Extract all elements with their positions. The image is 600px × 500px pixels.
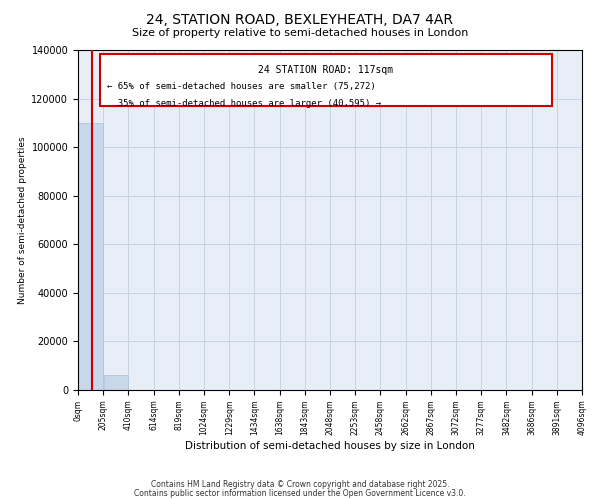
- Bar: [104, 375, 128, 390]
- Text: Contains public sector information licensed under the Open Government Licence v3: Contains public sector information licen…: [134, 488, 466, 498]
- Bar: [100, 54, 552, 106]
- Text: 24 STATION ROAD: 117sqm: 24 STATION ROAD: 117sqm: [258, 64, 393, 74]
- Text: Size of property relative to semi-detached houses in London: Size of property relative to semi-detach…: [132, 28, 468, 38]
- Text: 35% of semi-detached houses are larger (40,595) →: 35% of semi-detached houses are larger (…: [107, 98, 381, 108]
- Text: Contains HM Land Registry data © Crown copyright and database right 2025.: Contains HM Land Registry data © Crown c…: [151, 480, 449, 489]
- Y-axis label: Number of semi-detached properties: Number of semi-detached properties: [18, 136, 27, 304]
- Text: ← 65% of semi-detached houses are smaller (75,272): ← 65% of semi-detached houses are smalle…: [107, 82, 376, 90]
- Text: 24, STATION ROAD, BEXLEYHEATH, DA7 4AR: 24, STATION ROAD, BEXLEYHEATH, DA7 4AR: [146, 12, 454, 26]
- Bar: [79, 123, 103, 390]
- X-axis label: Distribution of semi-detached houses by size in London: Distribution of semi-detached houses by …: [185, 441, 475, 451]
